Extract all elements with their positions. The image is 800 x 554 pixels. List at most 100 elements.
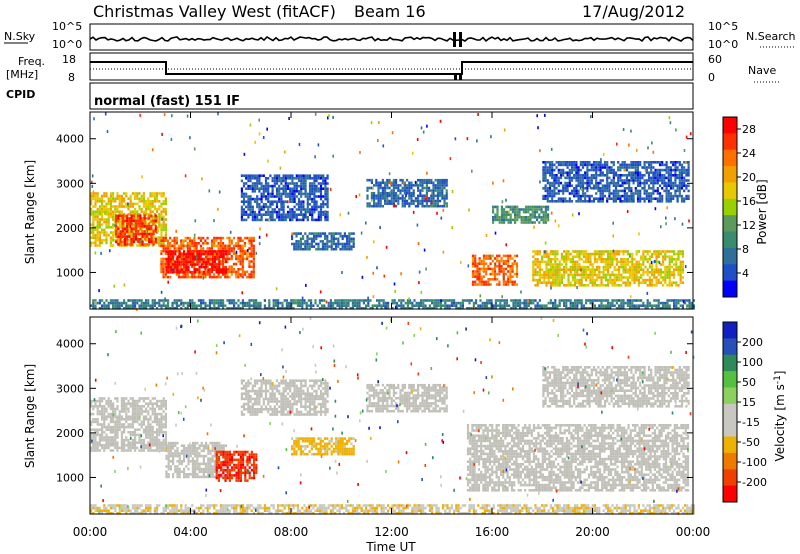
echo-cell: [433, 307, 436, 310]
echo-cell: [166, 242, 170, 245]
echo-cell: [589, 252, 592, 256]
echo-cell: [271, 195, 274, 198]
echo-cell: [291, 177, 294, 180]
echo-cell: [613, 252, 616, 256]
echo-cell: [324, 197, 327, 201]
echo-cell: [142, 307, 145, 310]
echo-cell: [319, 218, 323, 222]
echo-cell: [516, 218, 519, 222]
echo-cell: [668, 268, 671, 271]
echo-cell: [195, 242, 198, 245]
echo-cell: [527, 205, 530, 209]
echo-cell: [504, 283, 508, 286]
echo-cell: [410, 181, 413, 185]
echo-cell: [543, 276, 546, 279]
echo-cell: [505, 304, 508, 307]
echo-cell: [406, 307, 409, 310]
echo-cell: [292, 299, 295, 302]
echo-cell: [297, 232, 300, 235]
echo-cell: [599, 174, 602, 177]
echo-cell: [208, 273, 211, 276]
echo-cell: [208, 270, 211, 274]
echo-cell: [222, 250, 225, 253]
echo-cell: [611, 299, 614, 302]
echo-cell: [419, 178, 422, 182]
echo-cell: [521, 307, 524, 310]
echo-cell: [206, 273, 209, 276]
echo-cell: [551, 171, 554, 174]
echo-cell: [105, 202, 108, 206]
echo-cell: [221, 273, 225, 276]
echo-cell: [131, 231, 134, 234]
echo-cell: [609, 250, 612, 253]
echo-cell: [313, 184, 316, 188]
echo-cell: [664, 271, 667, 274]
echo-cell: [634, 187, 637, 190]
echo-cell: [656, 174, 659, 177]
echo-cell: [126, 219, 129, 223]
echo-cell: [175, 304, 178, 307]
echo-cell: [381, 186, 384, 190]
echo-cell: [606, 184, 609, 187]
echo-cell: [581, 166, 585, 169]
echo-cell: [687, 194, 690, 198]
echo-cell: [555, 161, 558, 164]
echo-cell: [284, 174, 287, 177]
echo-cell: [160, 213, 163, 216]
echo-cell: [611, 260, 614, 264]
echo-cell: [498, 270, 501, 273]
echo-cell: [278, 213, 281, 216]
noise-cell: [490, 135, 492, 139]
echo-cell: [623, 161, 626, 164]
echo-cell: [596, 278, 599, 282]
echo-cell: [648, 265, 651, 269]
echo-cell: [131, 299, 134, 302]
echo-cell: [330, 240, 333, 243]
echo-cell: [544, 189, 547, 193]
echo-cell: [650, 194, 653, 198]
echo-cell: [222, 307, 225, 310]
echo-cell: [180, 239, 183, 242]
echo-cell: [280, 203, 283, 206]
echo-cell: [147, 202, 150, 206]
echo-cell: [248, 252, 251, 255]
echo-cell: [532, 299, 535, 302]
echo-cell: [546, 189, 549, 193]
echo-cell: [520, 221, 523, 224]
echo-cell: [198, 271, 201, 274]
echo-cell: [96, 244, 99, 247]
echo-cell: [178, 255, 181, 258]
echo-cell: [632, 161, 635, 164]
echo-cell: [632, 197, 635, 200]
echo-cell: [191, 299, 194, 302]
echo-cell: [289, 187, 292, 190]
echo-cell: [237, 307, 240, 310]
echo-cell: [176, 271, 179, 274]
echo-cell: [558, 281, 561, 284]
echo-cell: [269, 213, 272, 216]
echo-cell: [552, 281, 555, 284]
echo-cell: [252, 257, 255, 261]
echo-cell: [511, 280, 514, 284]
echo-cell: [226, 255, 229, 258]
echo-cell: [381, 194, 384, 198]
echo-cell: [581, 161, 585, 164]
echo-cell: [154, 240, 157, 244]
echo-cell: [151, 215, 154, 219]
echo-cell: [267, 182, 270, 185]
echo-cell: [246, 257, 249, 261]
echo-cell: [319, 195, 323, 198]
echo-cell: [595, 174, 598, 177]
echo-cell: [306, 237, 309, 241]
echo-cell: [233, 307, 236, 310]
echo-cell: [109, 210, 112, 213]
echo-cell: [585, 255, 588, 258]
echo-cell: [601, 184, 604, 187]
echo-cell: [193, 244, 196, 248]
echo-cell: [503, 307, 506, 310]
echo-cell: [262, 205, 265, 209]
echo-cell: [423, 194, 426, 198]
echo-cell: [645, 161, 648, 164]
echo-cell: [474, 270, 477, 273]
echo-cell: [658, 163, 662, 167]
